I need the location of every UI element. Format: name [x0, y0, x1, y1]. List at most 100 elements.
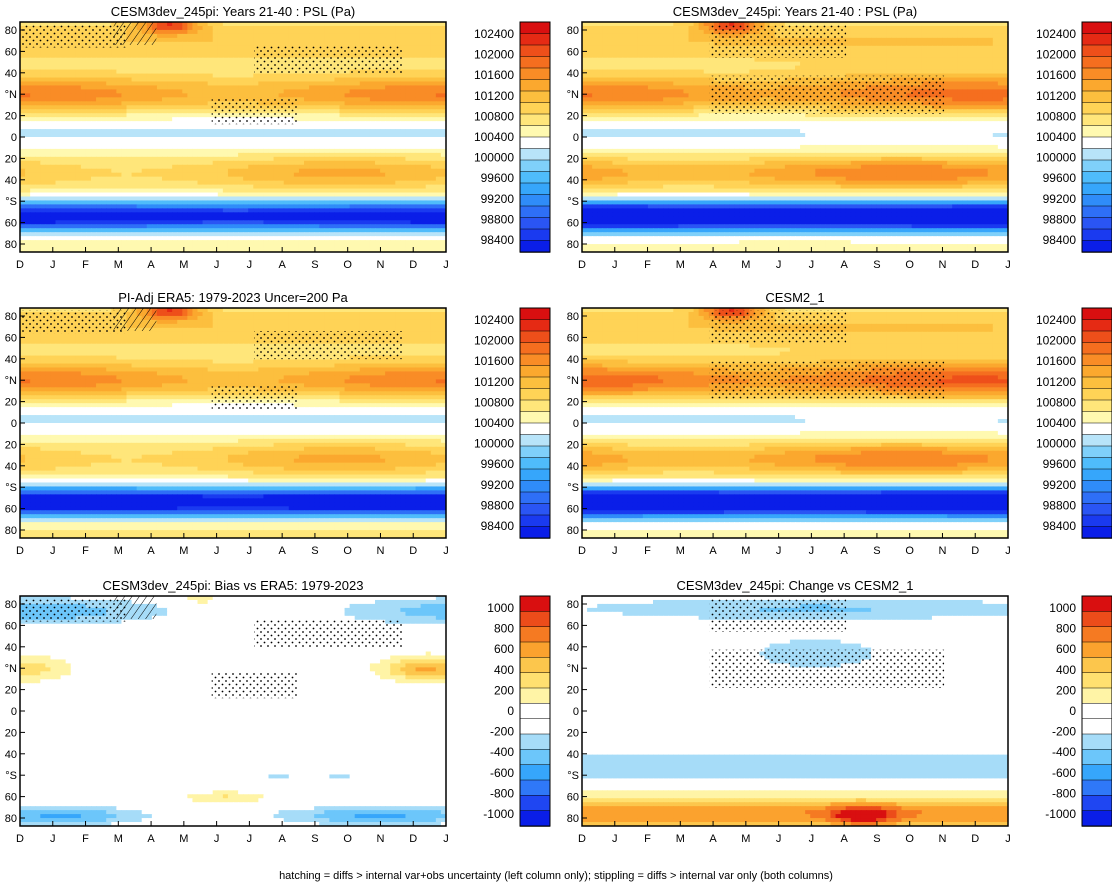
heatmap-cell	[35, 85, 41, 91]
heatmap-cell	[217, 125, 224, 130]
heatmap-cell	[40, 248, 46, 252]
heatmap-cell	[354, 200, 361, 206]
heatmap-cell	[238, 61, 244, 67]
heatmap-cell	[319, 22, 325, 27]
heatmap-cell	[121, 160, 128, 166]
heatmap-cell	[40, 208, 46, 213]
heatmap-cell	[172, 248, 178, 252]
heatmap-cell	[410, 22, 417, 27]
heatmap-cell	[177, 220, 183, 225]
heatmap-cell	[395, 152, 401, 158]
heatmap-cell	[167, 208, 173, 213]
heatmap-cell	[364, 41, 371, 47]
heatmap-cell	[263, 129, 270, 134]
heatmap-cell	[268, 212, 275, 217]
heatmap-cell	[278, 144, 285, 150]
heatmap-cell	[344, 232, 351, 237]
heatmap-cell	[156, 81, 163, 87]
heatmap-cell	[288, 137, 295, 142]
colorbar-swatch	[519, 113, 551, 127]
heatmap-cell	[207, 232, 214, 237]
heatmap-cell	[359, 93, 366, 98]
heatmap-cell	[319, 105, 325, 110]
heatmap-cell	[354, 25, 361, 31]
heatmap-cell	[405, 156, 412, 162]
heatmap-cell	[380, 93, 386, 98]
heatmap-cell	[131, 81, 138, 87]
heatmap-cell	[430, 144, 437, 150]
heatmap-cell	[329, 117, 336, 122]
heatmap-cell	[309, 140, 315, 146]
heatmap-cell	[96, 133, 102, 138]
heatmap-cell	[405, 77, 412, 83]
heatmap-cell	[35, 105, 41, 110]
heatmap-cell	[197, 184, 204, 190]
heatmap-cell	[405, 184, 412, 190]
heatmap-cell	[116, 236, 123, 241]
heatmap-cell	[30, 156, 36, 162]
heatmap-cell	[309, 184, 315, 190]
heatmap-cell	[298, 164, 305, 170]
heatmap-cell	[111, 129, 117, 134]
heatmap-cell	[410, 144, 417, 150]
heatmap-cell	[222, 25, 229, 31]
heatmap-cell	[440, 188, 446, 194]
heatmap-cell	[70, 212, 77, 217]
heatmap-cell	[430, 33, 437, 39]
heatmap-cell	[162, 61, 168, 67]
heatmap-cell	[390, 37, 396, 43]
heatmap-cell	[35, 236, 41, 241]
heatmap-cell	[233, 61, 239, 67]
heatmap-cell	[243, 144, 249, 150]
heatmap-cell	[435, 156, 442, 162]
heatmap-cell	[425, 204, 432, 209]
heatmap-cell	[80, 200, 87, 206]
heatmap-cell	[410, 240, 417, 245]
heatmap-cell	[30, 53, 36, 59]
heatmap-cell	[182, 140, 188, 146]
heatmap-cell	[364, 192, 371, 198]
heatmap-cell	[50, 164, 57, 170]
heatmap-cell	[85, 200, 92, 206]
heatmap-cell	[324, 248, 330, 252]
heatmap-cell	[116, 117, 123, 122]
heatmap-cell	[390, 156, 396, 162]
heatmap-cell	[273, 81, 280, 87]
heatmap-cell	[324, 192, 330, 198]
heatmap-cell	[25, 133, 31, 138]
heatmap-cell	[309, 196, 315, 202]
heatmap-cell	[273, 248, 280, 252]
heatmap-cell	[359, 29, 366, 35]
heatmap-cell	[400, 121, 407, 126]
heatmap-cell	[96, 188, 102, 194]
heatmap-cell	[222, 140, 229, 146]
heatmap-cell	[258, 204, 265, 209]
heatmap-cell	[40, 164, 46, 170]
heatmap-cell	[233, 208, 239, 213]
heatmap-cell	[25, 144, 31, 150]
heatmap-cell	[101, 73, 107, 79]
heatmap-cell	[263, 208, 270, 213]
heatmap-cell	[30, 129, 36, 134]
heatmap-cell	[435, 113, 442, 118]
heatmap-cell	[380, 184, 386, 190]
heatmap-cell	[40, 224, 46, 229]
heatmap-cell	[420, 200, 427, 206]
stippling	[20, 24, 404, 125]
heatmap-cell	[420, 168, 427, 174]
heatmap-cell	[121, 188, 128, 194]
heatmap-cell	[440, 133, 446, 138]
heatmap-cell	[182, 117, 188, 122]
heatmap-cell	[172, 69, 178, 75]
heatmap-cell	[187, 240, 194, 245]
heatmap-cell	[217, 164, 224, 170]
heatmap-cell	[293, 184, 300, 190]
heatmap-cell	[304, 105, 310, 110]
heatmap-cell	[293, 176, 300, 182]
heatmap-cell	[405, 133, 412, 138]
heatmap-cell	[217, 61, 224, 67]
heatmap-cell	[440, 184, 446, 190]
heatmap-cell	[319, 212, 325, 217]
heatmap-cell	[85, 121, 92, 126]
heatmap-cell	[85, 196, 92, 202]
